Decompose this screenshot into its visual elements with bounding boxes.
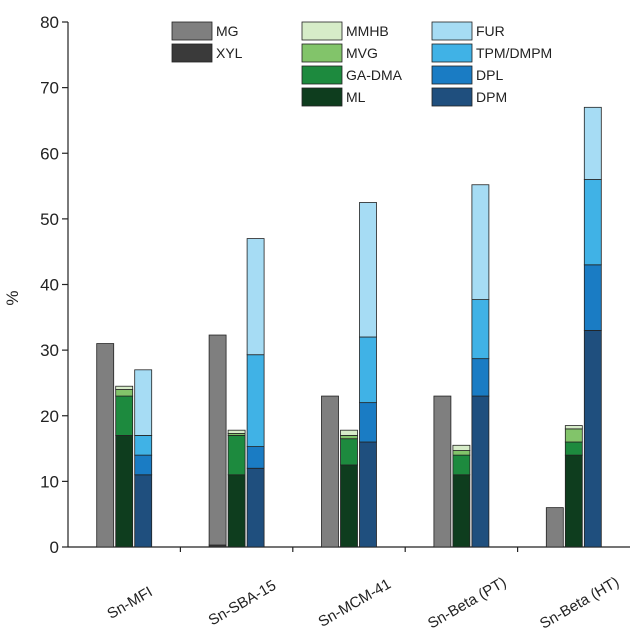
chart-bars [96, 106, 602, 548]
y-tick-label: 0 [50, 538, 59, 557]
legend-label: MVG [346, 45, 378, 61]
y-axis-title: % [3, 290, 22, 305]
y-tick-label: 50 [40, 210, 59, 229]
bar-segment-mg [96, 343, 115, 548]
legend-swatch [301, 87, 343, 107]
bar-segment-mg [545, 507, 564, 548]
bar-segment-dpm [246, 467, 265, 548]
bar-segment-dpl [134, 454, 153, 476]
legend-swatch [301, 43, 343, 63]
y-tick-label: 70 [40, 79, 59, 98]
bar-segment-ml [452, 474, 471, 548]
chart-legend: MG XYL MMHB MVG GA-DMA ML FUR TPM/DMPM DPL DPM [171, 21, 552, 107]
bar-segment-dpm [359, 441, 377, 548]
bar-segment-mvg [340, 435, 358, 440]
y-tick-label: 80 [40, 13, 59, 32]
bar-segment-dpm [583, 330, 602, 548]
bar-segment-mvg [115, 389, 134, 397]
legend-label: ML [346, 89, 366, 105]
bar-segment-fur [246, 238, 265, 356]
y-tick-label: 30 [40, 341, 59, 360]
legend-label: XYL [216, 45, 243, 61]
bar-segment-fur [134, 369, 153, 436]
bar-segment-ga-dma [340, 438, 358, 466]
bar-segment-fur [359, 202, 377, 338]
y-tick-label: 10 [40, 472, 59, 491]
x-category-label: Sn-SBA-15 [206, 577, 279, 629]
bar-segment-mg [433, 395, 452, 548]
legend-swatch [171, 43, 213, 63]
bar-segment-mmhb [452, 444, 471, 451]
legend-swatch [301, 65, 343, 85]
bar-segment-fur [471, 184, 490, 300]
legend-label: DPL [476, 67, 503, 83]
legend-label: GA-DMA [346, 67, 403, 83]
bar-segment-mmhb [227, 429, 246, 434]
bar-segment-tpm-dmpm [134, 435, 153, 456]
bar-segment-fur [583, 106, 602, 180]
x-category-label: Sn-Beta (HT) [537, 574, 622, 633]
x-category-label: Sn-MFI [104, 583, 155, 622]
legend-swatch [431, 65, 473, 85]
legend-label: DPM [476, 89, 507, 105]
x-category-label: Sn-MCM-41 [315, 576, 394, 631]
legend-swatch [171, 21, 213, 41]
legend-label: FUR [476, 23, 505, 39]
bar-segment-mvg [564, 428, 583, 443]
bar-segment-ga-dma [115, 395, 134, 436]
bar-segment-ml [227, 474, 246, 548]
legend-label: MG [216, 23, 239, 39]
bar-segment-ml [564, 454, 583, 548]
legend-swatch [431, 43, 473, 63]
bar-segment-mvg [452, 450, 471, 456]
y-tick-label: 40 [40, 276, 59, 295]
bar-segment-ga-dma [452, 454, 471, 476]
bar-segment-mg [321, 395, 339, 548]
legend-swatch [431, 87, 473, 107]
bar-segment-ml [115, 435, 134, 548]
bar-segment-mg [208, 334, 227, 546]
bar-segment-tpm-dmpm [471, 299, 490, 360]
bar-segment-mmhb [340, 429, 358, 436]
bar-segment-tpm-dmpm [583, 179, 602, 266]
legend-swatch [431, 21, 473, 41]
bar-segment-ga-dma [227, 435, 246, 476]
bar-segment-dpl [583, 264, 602, 331]
bar-segment-ga-dma [564, 441, 583, 456]
bar-segment-dpl [359, 402, 377, 443]
y-tick-label: 60 [40, 144, 59, 163]
bar-segment-ml [340, 464, 358, 548]
y-tick-label: 20 [40, 407, 59, 426]
bar-segment-mmhb [115, 385, 134, 390]
bar-segment-dpl [246, 446, 265, 469]
bar-segment-dpm [471, 395, 490, 548]
bar-segment-mmhb [564, 425, 583, 430]
legend-swatch [301, 21, 343, 41]
legend-label: TPM/DMPM [476, 45, 552, 61]
legend-label: MMHB [346, 23, 389, 39]
bar-segment-tpm-dmpm [359, 336, 377, 404]
bar-segment-dpl [471, 358, 490, 397]
x-category-label: Sn-Beta (PT) [425, 574, 509, 632]
bar-segment-dpm [134, 474, 153, 548]
bar-segment-tpm-dmpm [246, 354, 265, 447]
